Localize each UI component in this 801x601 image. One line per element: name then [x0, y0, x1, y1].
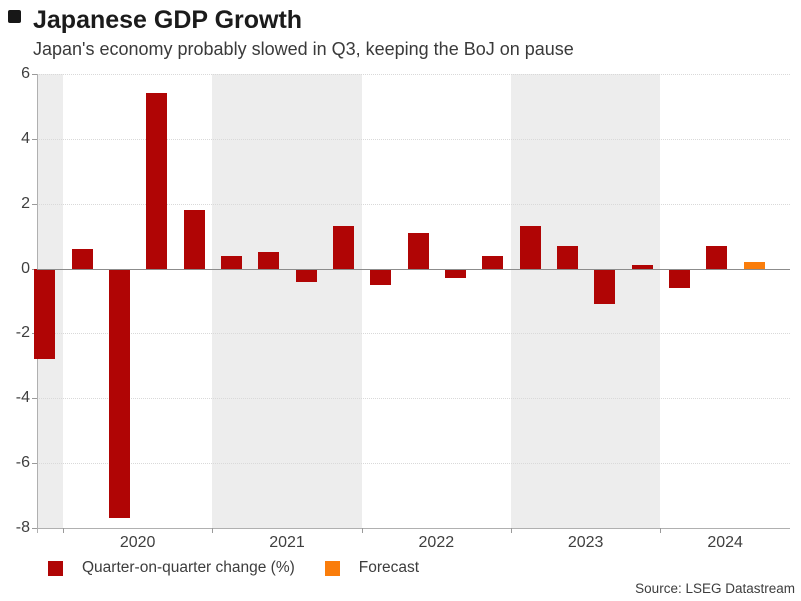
gridline-y-6 — [37, 74, 790, 75]
y-tick-label--4: -4 — [15, 389, 30, 407]
gridline-y--4 — [37, 398, 790, 400]
x-year-label-2024: 2024 — [707, 534, 743, 551]
plot-area — [32, 74, 790, 533]
bar-2020-q4 — [183, 210, 205, 269]
bar-2021-q3 — [295, 268, 317, 282]
bar-2024-q2 — [706, 245, 728, 269]
y-tick-label--8: -8 — [15, 519, 30, 536]
y-tick-label-2: 2 — [21, 194, 30, 212]
bar-2021-q4 — [332, 226, 354, 269]
x-year-label-2020: 2020 — [119, 534, 156, 551]
bar-2020-q2 — [108, 268, 130, 519]
legend-swatch-forecast-icon — [324, 560, 340, 576]
x-tick-2020 — [63, 528, 64, 533]
legend-swatch-qoq-icon — [48, 560, 63, 576]
x-axis-line — [37, 528, 790, 529]
brand-logo-square — [8, 10, 21, 23]
gridline-y-2 — [37, 203, 790, 205]
y-tick-label-4: 4 — [21, 129, 30, 147]
bar-2022-q4 — [482, 255, 504, 269]
bar-2022-q1 — [370, 268, 392, 285]
bar-2022-q3 — [444, 268, 466, 279]
legend-item-forecast: Forecast — [324, 559, 420, 577]
legend-label-qoq: Quarter-on-quarter change (%) — [82, 559, 295, 576]
bar-2023-q2 — [556, 245, 578, 269]
year-band-2021 — [212, 74, 362, 528]
x-axis-labels: 2020 2021 2022 2023 2024 — [37, 534, 790, 554]
y-axis-labels: 6 4 2 0 -2 -4 -6 -8 — [0, 65, 30, 536]
source-attribution: Source: LSEG Datastream — [635, 581, 795, 596]
zero-line — [37, 268, 790, 270]
gridline-y--6 — [37, 463, 790, 465]
legend: Quarter-on-quarter change (%) Forecast — [48, 558, 419, 578]
legend-item-qoq: Quarter-on-quarter change (%) — [48, 559, 295, 577]
bar-2023-q3 — [594, 268, 616, 305]
bar-2021-q1 — [220, 255, 242, 269]
y-tick--8 — [32, 528, 37, 529]
y-tick-4 — [32, 138, 37, 140]
x-tick-2024 — [660, 528, 662, 533]
bar-2024-q1 — [668, 268, 690, 289]
chart-title: Japanese GDP Growth — [33, 6, 303, 34]
x-tick-2023 — [510, 528, 512, 533]
x-tick-2021 — [212, 528, 214, 533]
y-tick-2 — [32, 203, 37, 205]
legend-label-forecast: Forecast — [358, 559, 420, 576]
y-tick-label-0: 0 — [21, 259, 30, 277]
x-tick-2022 — [361, 528, 363, 533]
y-tick--6 — [32, 463, 37, 465]
bar-2019-q4 — [34, 268, 56, 360]
gridline-y-4 — [37, 138, 790, 140]
bar-2023-q1 — [519, 226, 541, 269]
x-year-label-2021: 2021 — [269, 534, 305, 551]
y-tick-label--6: -6 — [15, 454, 30, 472]
bar-2020-q1 — [71, 249, 93, 269]
y-tick-6 — [32, 74, 37, 75]
bar-2022-q2 — [407, 232, 429, 269]
y-tick-label-6: 6 — [21, 65, 30, 82]
y-tick-label--2: -2 — [15, 324, 30, 342]
year-band-2023 — [510, 74, 661, 528]
bar-2023-q4 — [631, 265, 653, 269]
gridline-y--2 — [37, 333, 790, 335]
y-tick--4 — [32, 398, 37, 400]
bar-2021-q2 — [258, 252, 280, 269]
x-year-label-2022: 2022 — [418, 534, 455, 551]
bar-2020-q3 — [146, 93, 168, 269]
chart-subtitle: Japan's economy probably slowed in Q3, k… — [33, 39, 574, 59]
x-year-label-2023: 2023 — [567, 534, 604, 551]
bar-2024-q3-forecast — [743, 262, 765, 269]
